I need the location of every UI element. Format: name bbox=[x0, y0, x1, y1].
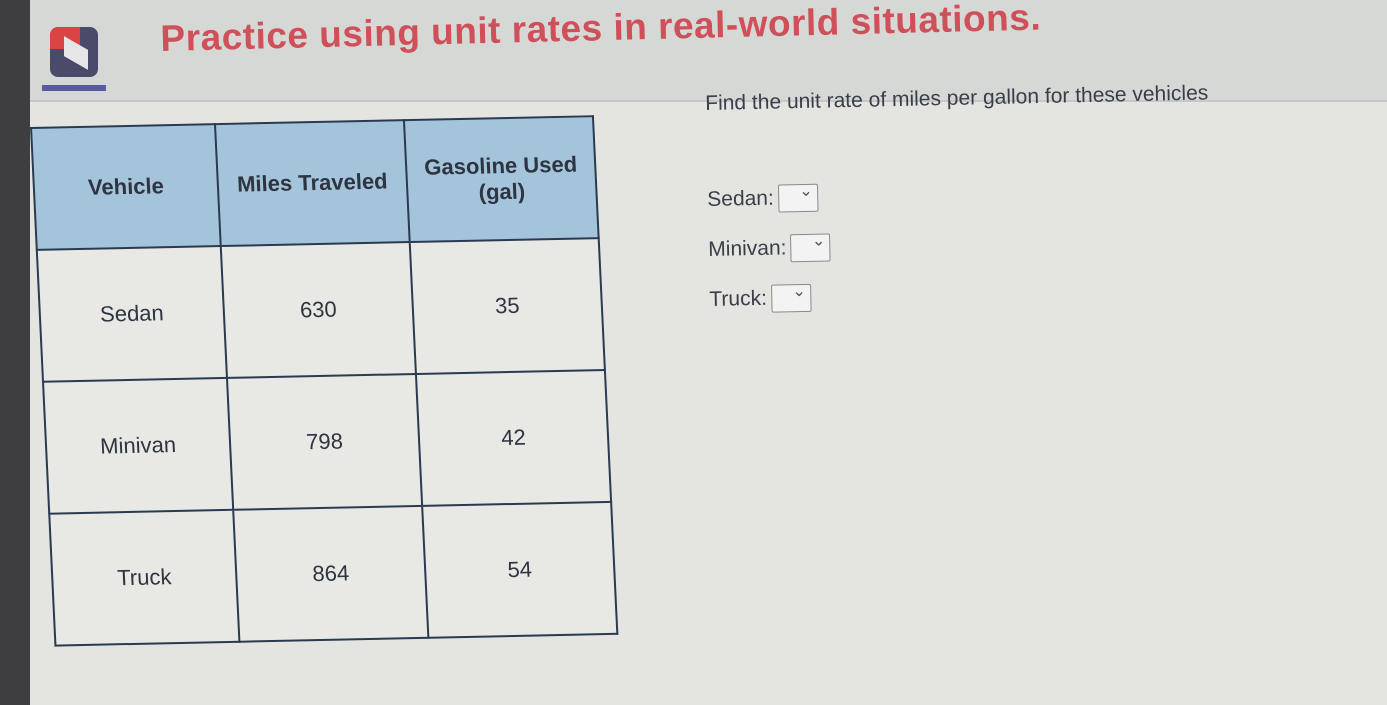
question-panel: Find the unit rate of miles per gallon f… bbox=[705, 81, 1213, 313]
table-row: Sedan 630 35 bbox=[36, 238, 605, 382]
minivan-dropdown[interactable] bbox=[790, 233, 831, 263]
column-header: Miles Traveled bbox=[215, 120, 410, 247]
table-cell: Minivan bbox=[43, 377, 234, 514]
page-title: Practice using unit rates in real-world … bbox=[160, 0, 1042, 59]
data-table: Vehicle Miles Traveled Gasoline Used (ga… bbox=[30, 115, 619, 647]
truck-dropdown[interactable] bbox=[770, 283, 812, 313]
table-cell: Truck bbox=[49, 509, 240, 646]
table-row: Truck 864 54 bbox=[49, 501, 618, 646]
table-row: Minivan 798 42 bbox=[43, 370, 612, 514]
table-header-row: Vehicle Miles Traveled Gasoline Used (ga… bbox=[31, 116, 599, 250]
answer-row-sedan: Sedan: bbox=[707, 175, 1211, 214]
field-label: Minivan: bbox=[708, 236, 787, 261]
field-label: Sedan: bbox=[707, 186, 775, 211]
table-cell: 54 bbox=[422, 501, 618, 638]
field-label: Truck: bbox=[709, 286, 768, 311]
column-header: Gasoline Used (gal) bbox=[403, 116, 599, 243]
table-cell: 798 bbox=[226, 373, 423, 510]
sedan-dropdown[interactable] bbox=[777, 183, 819, 213]
app-logo-icon bbox=[50, 27, 98, 77]
header: Practice using unit rates in real-world … bbox=[30, 0, 1387, 102]
column-header: Vehicle bbox=[31, 124, 221, 250]
answer-row-truck: Truck: bbox=[709, 275, 1213, 314]
answer-row-minivan: Minivan: bbox=[708, 225, 1212, 264]
table-cell: 864 bbox=[233, 505, 429, 642]
table-cell: Sedan bbox=[36, 246, 227, 382]
table-cell: 630 bbox=[220, 242, 416, 378]
logo-wordmark bbox=[42, 85, 106, 91]
screen: Practice using unit rates in real-world … bbox=[30, 0, 1387, 705]
table-cell: 42 bbox=[415, 370, 612, 506]
table-cell: 35 bbox=[409, 238, 605, 374]
